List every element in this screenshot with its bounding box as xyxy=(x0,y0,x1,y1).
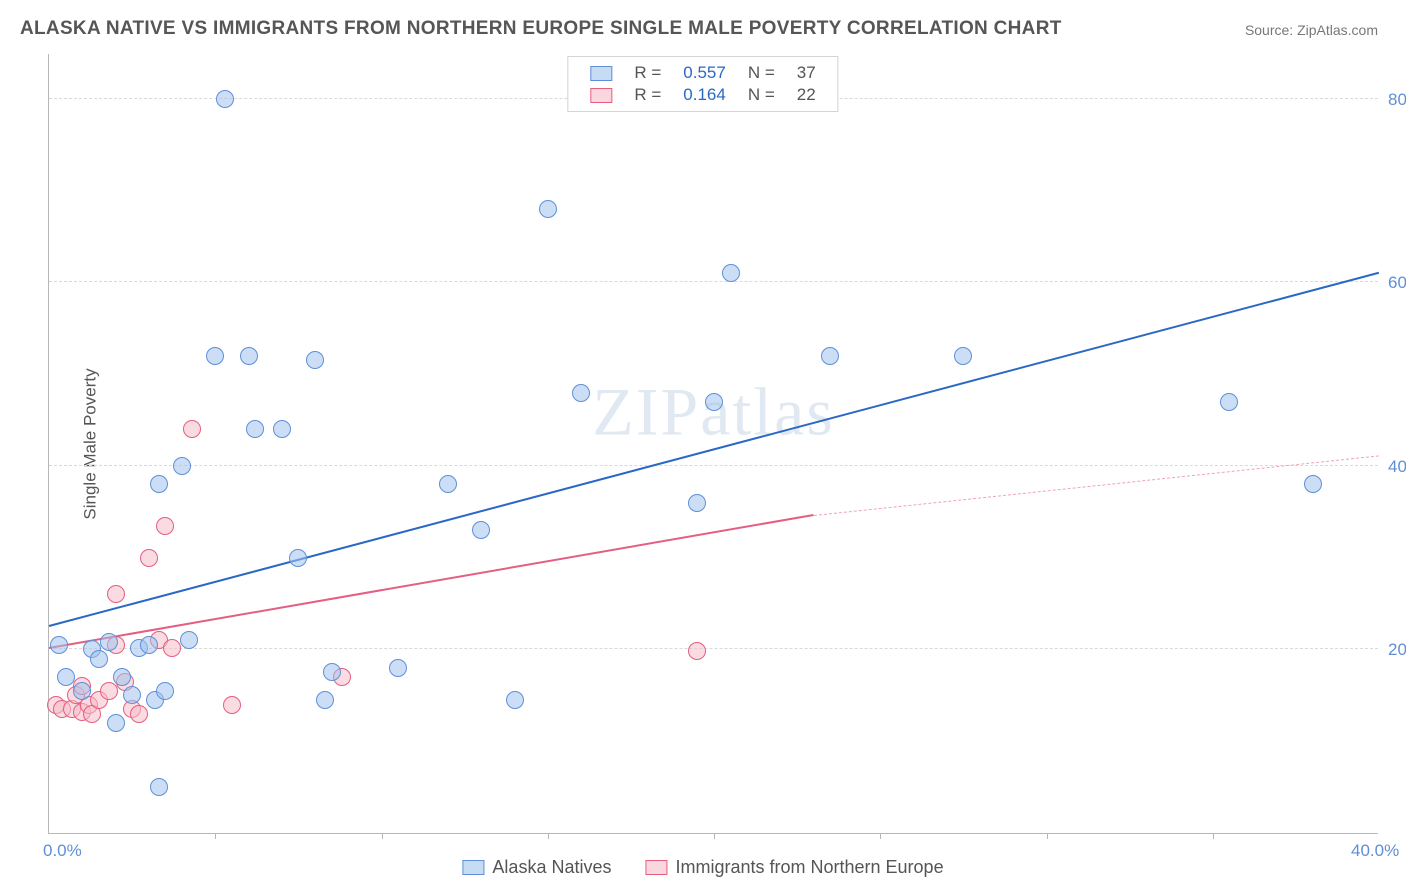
data-point xyxy=(50,636,68,654)
data-point xyxy=(705,393,723,411)
data-point xyxy=(240,347,258,365)
data-point xyxy=(688,642,706,660)
y-tick-label: 40.0% xyxy=(1386,457,1406,477)
legend-r-value: 0.164 xyxy=(673,85,736,105)
source-label: Source: ZipAtlas.com xyxy=(1245,22,1378,38)
legend-n-label: N = xyxy=(738,63,785,83)
data-point xyxy=(107,585,125,603)
data-point xyxy=(206,347,224,365)
data-point xyxy=(57,668,75,686)
data-point xyxy=(289,549,307,567)
chart-title: ALASKA NATIVE VS IMMIGRANTS FROM NORTHER… xyxy=(20,18,1062,40)
y-tick-label: 60.0% xyxy=(1386,273,1406,293)
watermark: ZIPatlas xyxy=(592,373,835,452)
x-tick-mark xyxy=(1213,833,1214,839)
legend-swatch xyxy=(590,66,612,81)
data-point xyxy=(821,347,839,365)
legend-n-value: 22 xyxy=(787,85,826,105)
x-tick-mark xyxy=(714,833,715,839)
data-point xyxy=(306,351,324,369)
x-tick-mark xyxy=(382,833,383,839)
data-point xyxy=(323,663,341,681)
data-point xyxy=(150,475,168,493)
data-point xyxy=(123,686,141,704)
x-tick-mark xyxy=(880,833,881,839)
data-point xyxy=(273,420,291,438)
legend-label: Immigrants from Northern Europe xyxy=(675,857,943,878)
trend-line xyxy=(49,271,1379,626)
legend-correlation: R =0.557N =37R =0.164N =22 xyxy=(567,56,838,112)
data-point xyxy=(107,714,125,732)
legend-swatch xyxy=(590,88,612,103)
data-point xyxy=(389,659,407,677)
x-tick-label: 0.0% xyxy=(43,841,82,861)
data-point xyxy=(954,347,972,365)
gridline xyxy=(49,281,1378,282)
data-point xyxy=(113,668,131,686)
data-point xyxy=(163,639,181,657)
legend-row: R =0.557N =37 xyxy=(580,63,825,83)
gridline xyxy=(49,648,1378,649)
legend-series: Alaska Natives Immigrants from Northern E… xyxy=(456,857,949,878)
legend-n-value: 37 xyxy=(787,63,826,83)
data-point xyxy=(130,705,148,723)
data-point xyxy=(140,549,158,567)
data-point xyxy=(539,200,557,218)
data-point xyxy=(216,90,234,108)
data-point xyxy=(316,691,334,709)
data-point xyxy=(246,420,264,438)
y-axis-label: Single Male Poverty xyxy=(81,368,101,519)
data-point xyxy=(156,517,174,535)
legend-label: Alaska Natives xyxy=(492,857,611,878)
y-tick-label: 80.0% xyxy=(1386,90,1406,110)
gridline xyxy=(49,465,1378,466)
legend-row: R =0.164N =22 xyxy=(580,85,825,105)
data-point xyxy=(472,521,490,539)
data-point xyxy=(1304,475,1322,493)
data-point xyxy=(223,696,241,714)
legend-swatch xyxy=(462,860,484,875)
data-point xyxy=(100,633,118,651)
data-point xyxy=(439,475,457,493)
data-point xyxy=(722,264,740,282)
data-point xyxy=(73,682,91,700)
data-point xyxy=(100,682,118,700)
data-point xyxy=(572,384,590,402)
legend-r-label: R = xyxy=(624,85,671,105)
x-tick-mark xyxy=(1047,833,1048,839)
data-point xyxy=(140,636,158,654)
data-point xyxy=(183,420,201,438)
legend-item: Immigrants from Northern Europe xyxy=(645,857,943,878)
data-point xyxy=(1220,393,1238,411)
data-point xyxy=(90,650,108,668)
legend-item: Alaska Natives xyxy=(462,857,611,878)
x-tick-mark xyxy=(215,833,216,839)
y-tick-label: 20.0% xyxy=(1386,640,1406,660)
legend-swatch xyxy=(645,860,667,875)
data-point xyxy=(180,631,198,649)
legend-r-label: R = xyxy=(624,63,671,83)
plot-area: Single Male Poverty ZIPatlas 20.0%40.0%6… xyxy=(48,54,1378,834)
data-point xyxy=(506,691,524,709)
data-point xyxy=(156,682,174,700)
x-tick-label: 40.0% xyxy=(1351,841,1399,861)
data-point xyxy=(150,778,168,796)
legend-n-label: N = xyxy=(738,85,785,105)
trend-line xyxy=(49,514,814,649)
legend-r-value: 0.557 xyxy=(673,63,736,83)
data-point xyxy=(173,457,191,475)
data-point xyxy=(688,494,706,512)
x-tick-mark xyxy=(548,833,549,839)
